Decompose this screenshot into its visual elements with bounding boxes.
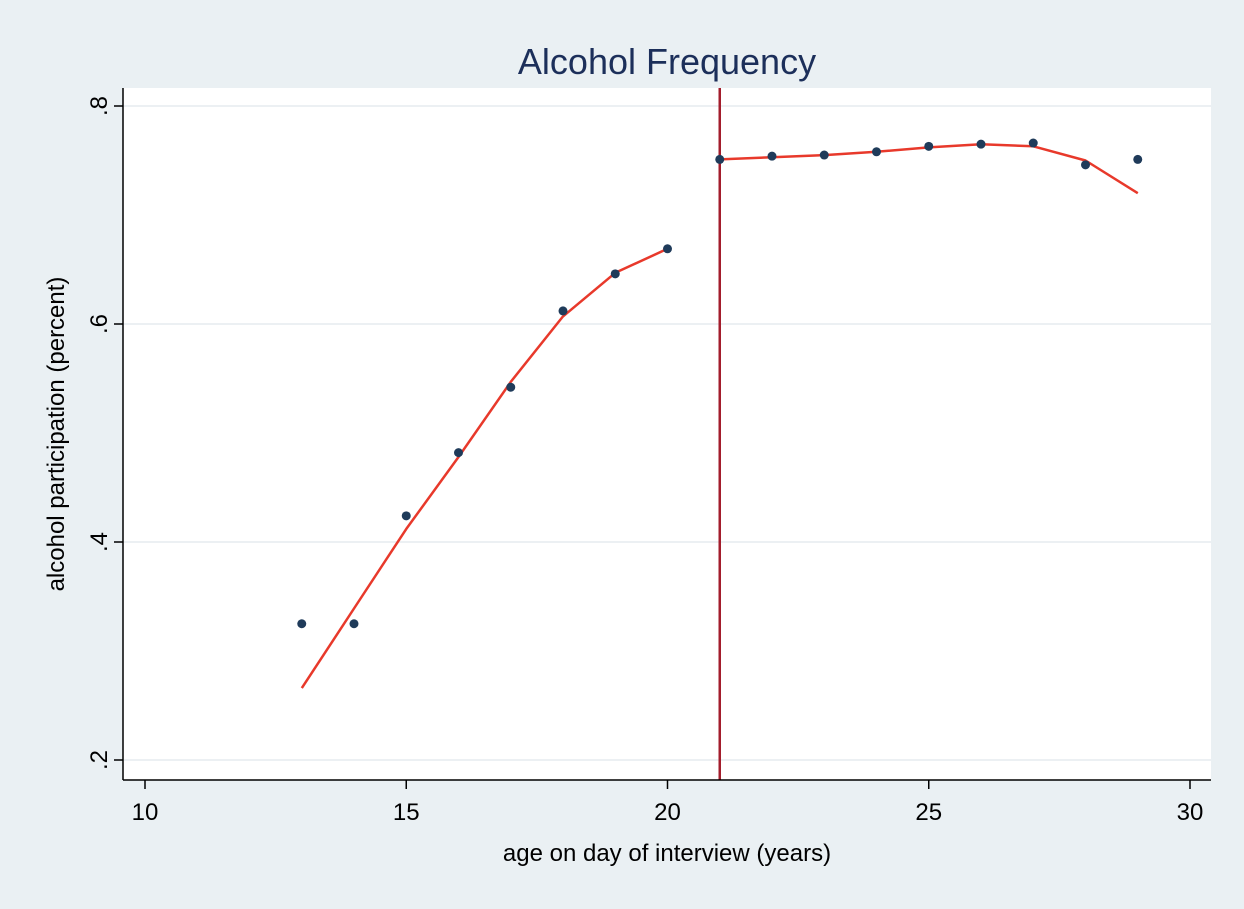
x-tick-label: 25: [915, 799, 942, 826]
fit-line-left: [300, 247, 669, 689]
plot-area: [123, 88, 1211, 780]
data-point: [1081, 160, 1090, 170]
data-point: [872, 147, 881, 157]
x-tick-label: 20: [654, 799, 681, 826]
x-tick-label: 10: [132, 799, 159, 826]
data-point: [924, 141, 934, 151]
data-point: [454, 448, 463, 458]
data-point: [610, 269, 620, 279]
y-tick-label: .4: [86, 532, 113, 552]
grid-lines: [123, 105, 1211, 761]
data-point: [663, 244, 672, 254]
axes: .2 .4 .6 .8 10 15 20 25 30: [86, 88, 1211, 826]
y-tick-label: .8: [86, 96, 113, 116]
data-point: [297, 619, 307, 629]
chart-title: Alcohol Frequency: [518, 41, 816, 82]
x-tick-label: 15: [393, 799, 420, 826]
data-point: [1028, 138, 1038, 148]
y-axis-label: alcohol participation (percent): [43, 277, 70, 592]
data-point: [767, 151, 777, 161]
data-point: [558, 306, 568, 316]
data-point: [401, 511, 411, 521]
data-point: [976, 139, 986, 149]
data-point: [506, 382, 516, 392]
data-point: [819, 150, 829, 160]
data-point: [349, 619, 359, 629]
y-tick-label: .6: [86, 314, 113, 334]
y-tick-label: .2: [86, 750, 113, 770]
x-axis-label: age on day of interview (years): [503, 840, 831, 867]
x-tick-label: 30: [1177, 799, 1204, 826]
data-point: [715, 154, 725, 164]
data-point: [1133, 154, 1143, 164]
series-layer: [297, 88, 1143, 780]
